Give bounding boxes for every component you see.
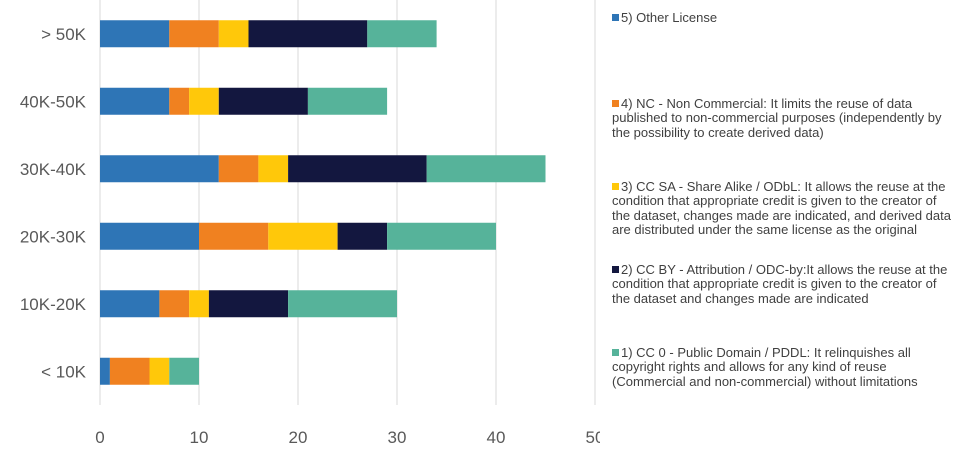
bar-segment <box>169 20 219 48</box>
legend-swatch <box>612 183 619 190</box>
legend-swatch <box>612 14 619 21</box>
category-label: 40K-50K <box>20 92 87 111</box>
legend-item: 1) CC 0 - Public Domain / PDDL: It relin… <box>612 345 952 389</box>
x-tick-label: 10 <box>190 428 209 447</box>
bar-segment <box>208 290 289 318</box>
bar-segment <box>268 222 338 250</box>
legend-label: 3) CC SA - Share Alike / ODbL: It allows… <box>612 179 951 238</box>
bar-segment <box>169 357 199 385</box>
bar-segment <box>109 357 150 385</box>
bar-segment <box>387 222 496 250</box>
legend-swatch <box>612 349 619 356</box>
legend-item: 2) CC BY - Attribution / ODC-by:It allow… <box>612 262 952 306</box>
bar-segment <box>189 290 209 318</box>
x-tick-label: 40 <box>487 428 506 447</box>
legend-label: 5) Other License <box>621 10 718 25</box>
bar-segment <box>199 222 269 250</box>
x-tick-label: 50 <box>586 428 600 447</box>
bar-segment <box>189 87 219 115</box>
bar-segment <box>258 155 289 183</box>
bars <box>100 20 546 385</box>
bar-segment <box>100 357 110 385</box>
bar-segment <box>426 155 546 183</box>
bar-segment <box>100 222 199 250</box>
legend-label: 1) CC 0 - Public Domain / PDDL: It relin… <box>612 345 918 389</box>
bar-segment <box>218 20 249 48</box>
category-label: 20K-30K <box>20 227 87 246</box>
bar-segment <box>337 222 388 250</box>
bar-segment <box>288 155 427 183</box>
legend-label: 2) CC BY - Attribution / ODC-by:It allow… <box>612 262 948 306</box>
category-label: 30K-40K <box>20 160 87 179</box>
bar-segment <box>307 87 388 115</box>
category-label: > 50K <box>41 25 87 44</box>
bar-segment <box>218 155 259 183</box>
bar-segment <box>169 87 190 115</box>
bar-segment <box>100 20 170 48</box>
legend-swatch <box>612 100 619 107</box>
gridlines <box>99 0 596 405</box>
bar-segment <box>218 87 308 115</box>
category-label: 10K-20K <box>20 295 87 314</box>
legend-item: 3) CC SA - Share Alike / ODbL: It allows… <box>612 179 952 238</box>
legend-item: 4) NC - Non Commercial: It limits the re… <box>612 96 952 140</box>
legend-swatch <box>612 266 619 273</box>
bar-segment <box>149 357 170 385</box>
legend-label: 4) NC - Non Commercial: It limits the re… <box>612 96 942 140</box>
bar-segment <box>100 87 170 115</box>
category-label: < 10K <box>41 362 87 381</box>
bar-segment <box>367 20 437 48</box>
x-tick-label: 30 <box>388 428 407 447</box>
bar-segment <box>100 290 160 318</box>
x-tick-label: 0 <box>95 428 104 447</box>
value-axis: 0 10 20 30 40 50 <box>95 428 600 447</box>
bar-segment <box>288 290 397 318</box>
bar-segment <box>248 20 368 48</box>
stacked-bar-chart: > 50K 40K-50K 30K-40K 20K-30K 10K-20K < 10K 0… <box>20 0 600 447</box>
x-tick-label: 20 <box>289 428 308 447</box>
bar-segment <box>159 290 190 318</box>
legend-item: 5) Other License <box>612 10 952 25</box>
bar-segment <box>100 155 219 183</box>
category-axis: > 50K 40K-50K 30K-40K 20K-30K 10K-20K < 10K <box>20 25 87 382</box>
